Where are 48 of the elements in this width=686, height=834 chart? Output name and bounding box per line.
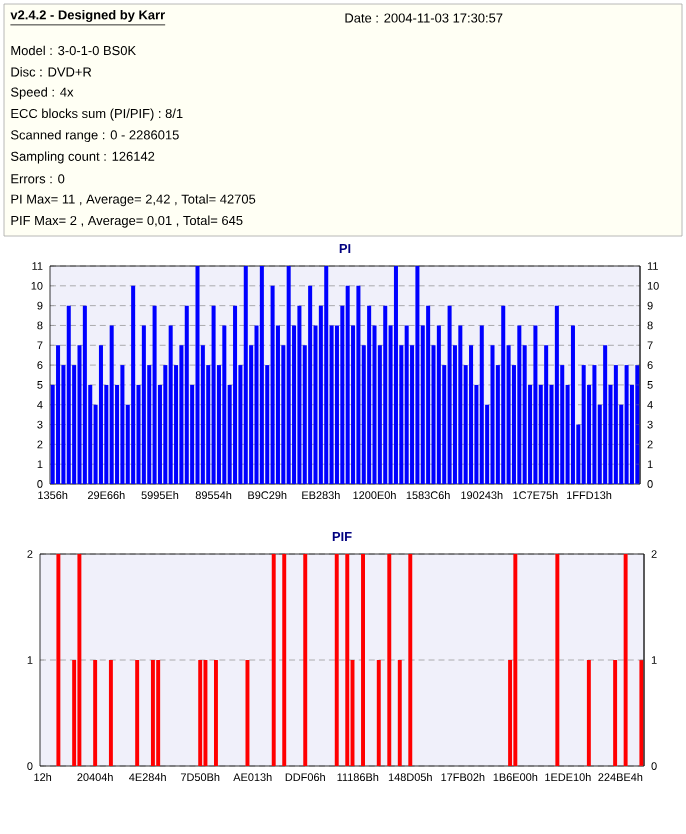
bar [469, 345, 474, 485]
bar [624, 365, 629, 485]
bar [195, 266, 200, 485]
bar [168, 325, 173, 485]
bar [501, 305, 506, 485]
bar [222, 325, 227, 485]
bar [98, 345, 103, 485]
bar [109, 325, 114, 485]
bar [270, 285, 275, 485]
bar [458, 325, 463, 485]
bar [367, 305, 372, 485]
bar [404, 325, 409, 485]
bar [259, 266, 264, 485]
bar [233, 305, 238, 485]
bar [635, 365, 640, 485]
bar [447, 305, 452, 485]
bar [581, 365, 586, 485]
bar [211, 305, 216, 485]
bar [393, 266, 398, 485]
bar [131, 285, 136, 485]
bar [56, 345, 61, 485]
bar [383, 305, 388, 485]
bar [613, 365, 618, 485]
bar [82, 305, 87, 485]
bar [426, 305, 431, 485]
bar [479, 325, 484, 485]
bar [120, 365, 125, 485]
bar [286, 266, 291, 485]
bar [415, 266, 420, 485]
bar [324, 266, 329, 485]
bar [603, 345, 608, 485]
bar [592, 365, 597, 485]
bar [570, 325, 575, 485]
bar [152, 305, 157, 485]
bar [66, 305, 71, 485]
bar [141, 325, 146, 485]
bar [490, 345, 495, 485]
bar [533, 325, 538, 485]
bar [184, 305, 189, 485]
bar [517, 325, 522, 485]
bar [544, 345, 549, 485]
bar [436, 325, 441, 485]
bar [297, 305, 302, 485]
bar [356, 285, 361, 485]
bar [243, 266, 248, 485]
bar [554, 305, 559, 485]
bar [345, 285, 350, 485]
bar [308, 285, 313, 485]
